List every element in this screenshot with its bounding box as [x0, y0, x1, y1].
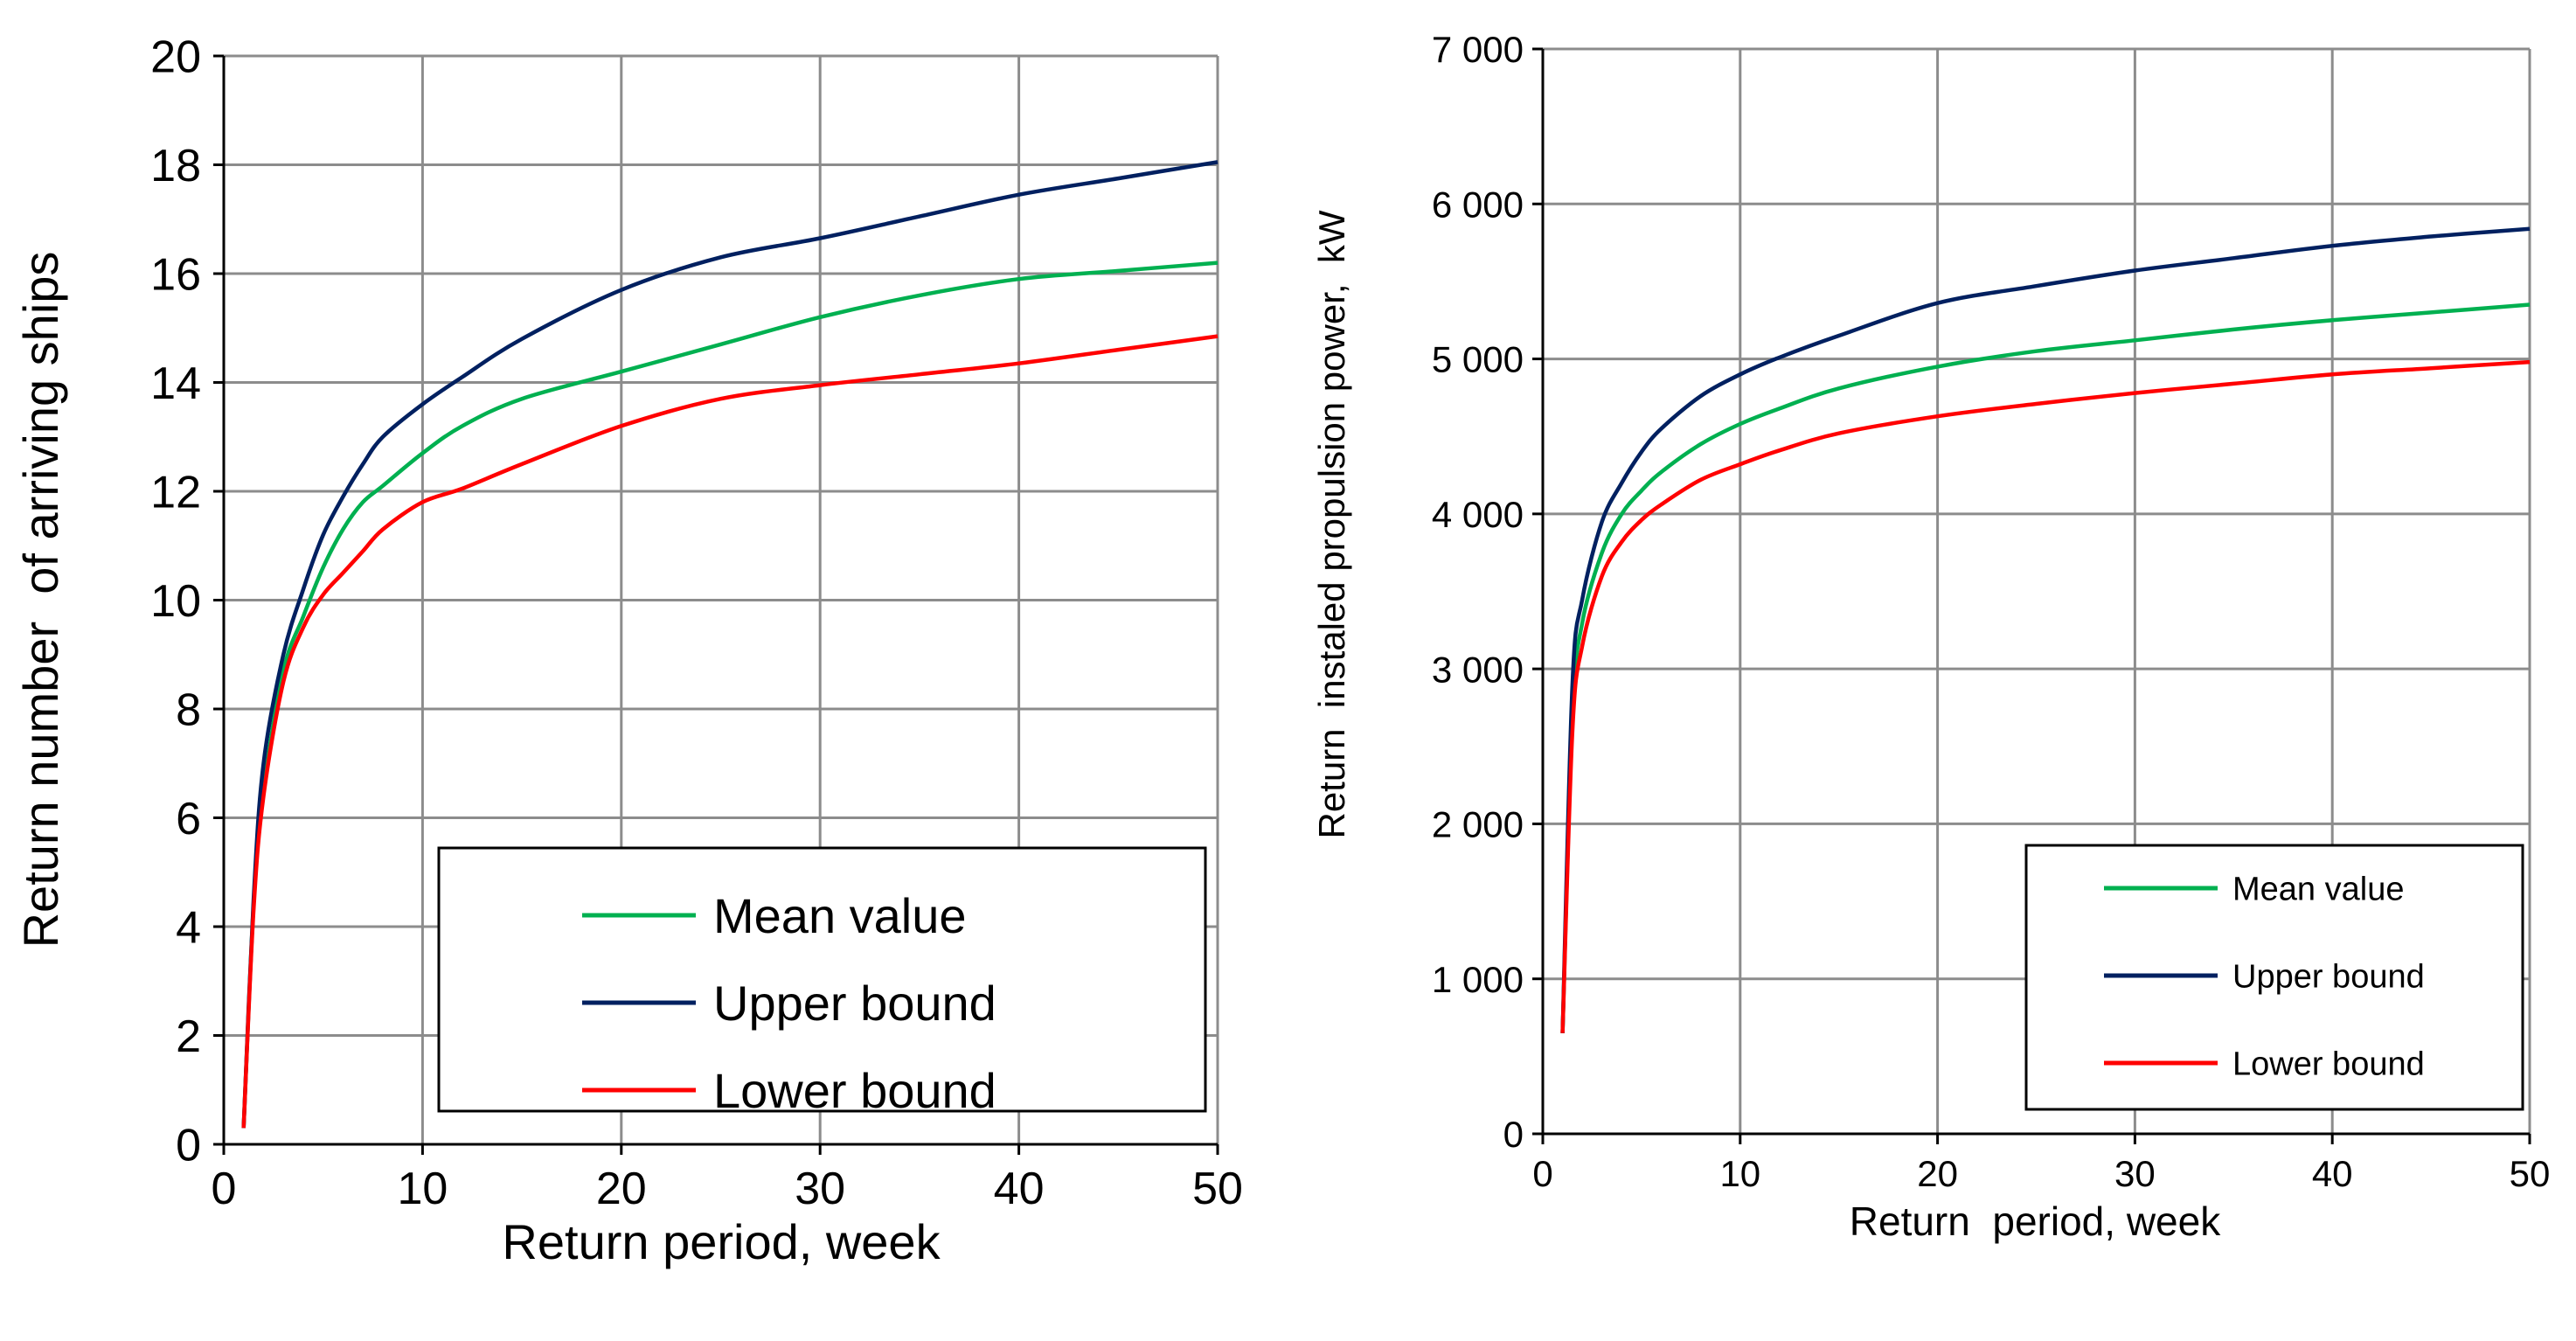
- y-tick-label: 6: [176, 794, 201, 844]
- series-line-upper-bound: [241, 160, 1219, 1129]
- x-tick-label: 50: [2510, 1153, 2551, 1194]
- series-line-lower-bound: [1560, 359, 2531, 1033]
- y-tick-label: 8: [176, 685, 201, 736]
- legend-label-lower-bound: Lower bound: [2232, 1046, 2425, 1083]
- x-tick-label: 20: [1917, 1153, 1958, 1194]
- y-tick-label: 1 000: [1432, 959, 1524, 1000]
- y-tick-label: 4: [176, 903, 201, 954]
- y-tick-label: 0: [176, 1121, 201, 1171]
- legend-label-upper-bound: Upper bound: [713, 976, 996, 1031]
- x-tick-label: 10: [1719, 1153, 1760, 1194]
- y-tick-label: 10: [150, 576, 201, 627]
- legend-label-mean-value: Mean value: [2232, 872, 2404, 908]
- x-tick-label: 30: [795, 1164, 845, 1214]
- x-tick-label: 40: [994, 1164, 1045, 1214]
- y-tick-label: 6 000: [1432, 184, 1524, 225]
- y-tick-label: 18: [150, 141, 201, 191]
- series-line-mean-value: [1560, 302, 2531, 1033]
- gridlines: [1543, 47, 2531, 1134]
- legend-label-mean-value: Mean value: [713, 888, 967, 943]
- y-tick-label: 2 000: [1432, 804, 1524, 845]
- x-axis-label: Return period, week: [1850, 1199, 2221, 1244]
- x-tick-label: 50: [1192, 1164, 1243, 1214]
- y-tick-label: 7 000: [1432, 29, 1524, 70]
- legend: Mean value Upper bound Lower bound: [2024, 844, 2524, 1111]
- y-axis-label: Return number of arriving ships: [13, 252, 68, 948]
- legend: Mean value Upper bound Lower bound: [437, 846, 1207, 1118]
- y-tick-label: 14: [150, 358, 201, 409]
- y-tick-label: 4 000: [1432, 494, 1524, 535]
- y-tick-label: 2: [176, 1011, 201, 1062]
- x-axis-label: Return period, week: [502, 1214, 941, 1269]
- series-line-upper-bound: [1560, 226, 2531, 1033]
- x-tick-label: 20: [596, 1164, 647, 1214]
- y-tick-label: 5 000: [1432, 339, 1524, 380]
- chart-propulsion-power: 0 10 20 30 40 50 0 1 000 2 000 3 000 4 000 5 000 6 0…: [1311, 29, 2550, 1244]
- x-tick-label: 40: [2312, 1153, 2353, 1194]
- legend-box: [437, 846, 1207, 1113]
- legend-label-upper-bound: Upper bound: [2232, 959, 2425, 996]
- x-tick-label: 0: [1532, 1153, 1552, 1194]
- y-tick-label: 0: [1503, 1114, 1524, 1155]
- y-axis-label: Return instaled propulsion power, kW: [1311, 210, 1352, 838]
- y-tick-label: 12: [150, 468, 201, 518]
- y-tick-label: 16: [150, 250, 201, 301]
- y-tick-label: 3 000: [1432, 649, 1524, 690]
- legend-label-lower-bound: Lower bound: [713, 1063, 996, 1118]
- y-tick-label: 20: [150, 32, 201, 83]
- x-tick-label: 30: [2114, 1153, 2156, 1194]
- x-tick-label: 10: [397, 1164, 448, 1214]
- x-tick-label: 0: [212, 1164, 237, 1214]
- series-lines: [241, 160, 1219, 1129]
- series-line-lower-bound: [241, 334, 1219, 1129]
- series-lines: [1560, 226, 2531, 1033]
